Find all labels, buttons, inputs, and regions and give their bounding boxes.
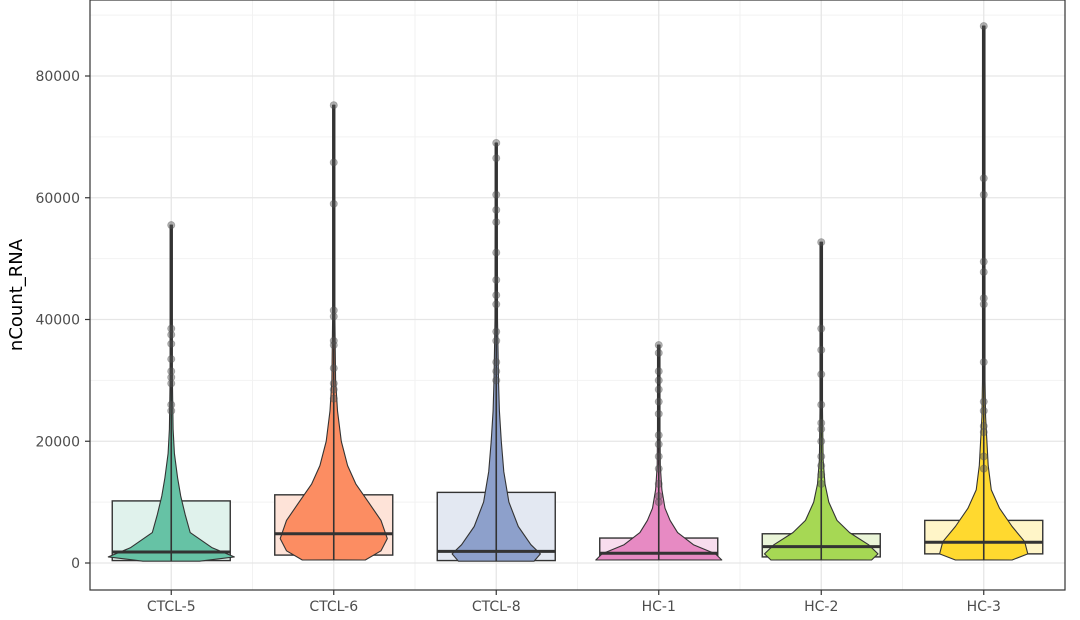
outlier-point [329, 364, 338, 373]
y-tick-label: 80000 [35, 69, 80, 85]
outlier-point [654, 409, 663, 418]
outlier-point [654, 397, 663, 406]
y-axis: 0 20000 40000 60000 80000 [35, 69, 90, 572]
outlier-point [329, 379, 338, 388]
outlier-point [979, 257, 988, 266]
outlier-point [654, 341, 663, 350]
group-ctcl-8 [436, 138, 556, 562]
outlier-point [979, 358, 988, 367]
outlier-point [167, 379, 176, 388]
outlier-point [817, 324, 826, 333]
outlier-point [979, 190, 988, 199]
grid-minor [90, 0, 1065, 590]
outlier-point [167, 355, 176, 364]
x-tick-label: CTCL-5 [147, 599, 196, 615]
outlier-point [167, 373, 176, 382]
x-tick-label: HC-2 [804, 599, 838, 615]
x-axis: CTCL-5 CTCL-6 CTCL-8 HC-1 HC-2 HC-3 [147, 590, 1001, 615]
y-tick-label: 60000 [35, 191, 80, 207]
outlier-point [817, 437, 826, 446]
outlier-point [492, 358, 501, 367]
outlier-point [329, 394, 338, 403]
x-tick-label: HC-3 [967, 599, 1001, 615]
panel-border [89, 0, 1066, 591]
outlier-point [817, 238, 826, 247]
outlier-point [492, 291, 501, 300]
outlier-point [492, 190, 501, 199]
outlier-point [492, 218, 501, 227]
outlier-point [979, 464, 988, 473]
outlier-point [979, 452, 988, 461]
outlier-point [654, 498, 663, 507]
outlier-point [654, 479, 663, 488]
group-ctcl-5 [107, 221, 235, 562]
outlier-point [329, 101, 338, 110]
outlier-point [329, 312, 338, 321]
outlier-point [979, 422, 988, 431]
outlier-point [817, 400, 826, 409]
group-ctcl-6 [274, 101, 394, 561]
group-hc-3 [924, 22, 1044, 561]
outlier-point [817, 370, 826, 379]
outlier-point [817, 425, 826, 434]
outlier-point [329, 306, 338, 315]
outlier-point [979, 300, 988, 309]
outlier-point [492, 367, 501, 376]
chart-groups [107, 22, 1044, 562]
outlier-point [329, 199, 338, 208]
outlier-point [654, 492, 663, 501]
outlier-point [167, 406, 176, 415]
outlier-point [492, 138, 501, 147]
outlier-point [817, 452, 826, 461]
outlier-point [654, 440, 663, 449]
outlier-point [492, 275, 501, 284]
outlier-point [167, 339, 176, 348]
outlier-point [167, 221, 176, 230]
outlier-point [654, 376, 663, 385]
outlier-point [654, 452, 663, 461]
outlier-point [329, 336, 338, 345]
x-tick-label: HC-1 [642, 599, 676, 615]
outlier-point [329, 341, 338, 350]
outlier-point [492, 205, 501, 214]
outlier-point [329, 385, 338, 394]
outlier-point [979, 428, 988, 437]
outlier-point [817, 345, 826, 354]
outlier-point [817, 479, 826, 488]
outlier-point [817, 418, 826, 427]
outlier-point [492, 376, 501, 385]
outlier-point [329, 158, 338, 167]
y-tick-label: 20000 [35, 434, 80, 450]
outlier-point [167, 400, 176, 409]
x-tick-label: CTCL-6 [309, 599, 358, 615]
outlier-point [654, 348, 663, 357]
outlier-point [979, 397, 988, 406]
outlier-point [654, 367, 663, 376]
outlier-point [167, 324, 176, 333]
outlier-point [492, 300, 501, 309]
outlier-point [492, 248, 501, 257]
y-tick-label: 0 [71, 556, 80, 572]
outlier-point [817, 461, 826, 470]
outlier-point [167, 330, 176, 339]
outlier-point [979, 406, 988, 415]
outlier-point [817, 470, 826, 479]
outlier-point [492, 327, 501, 336]
outlier-point [167, 367, 176, 376]
outlier-point [654, 385, 663, 394]
y-axis-title: nCount_RNA [6, 238, 27, 351]
outlier-point [492, 154, 501, 163]
outlier-point [654, 431, 663, 440]
outlier-point [979, 294, 988, 303]
outlier-point [979, 174, 988, 183]
outlier-point [492, 336, 501, 345]
group-hc-1 [595, 341, 723, 561]
outlier-point [979, 22, 988, 31]
outlier-point [654, 464, 663, 473]
outlier-point [979, 268, 988, 277]
x-tick-label: CTCL-8 [472, 599, 521, 615]
y-tick-label: 40000 [35, 313, 80, 329]
group-hc-2 [761, 238, 881, 561]
